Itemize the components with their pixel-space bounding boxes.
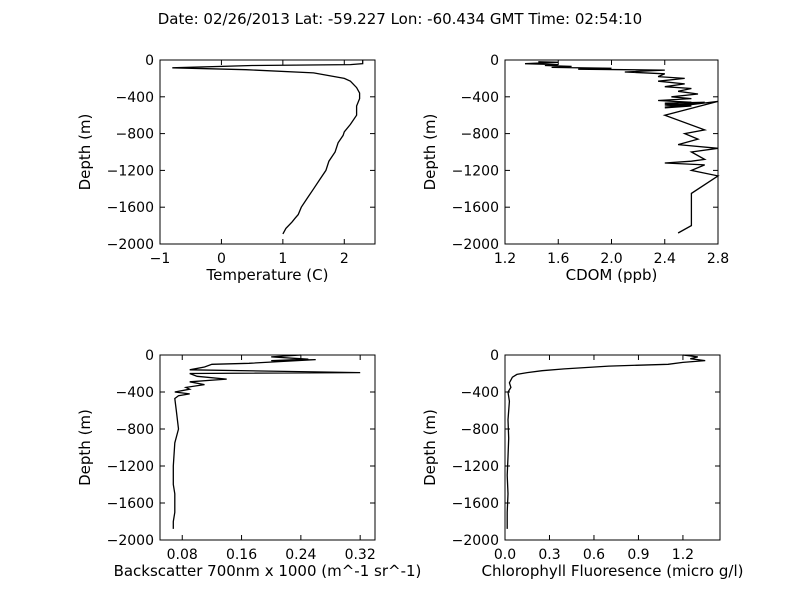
x-tick-label: 0.3: [538, 547, 560, 563]
x-tick-label: 2: [340, 251, 349, 267]
x-tick-label: 1: [278, 251, 287, 267]
x-tick-label: 0: [217, 251, 226, 267]
y-tick-label: −2000: [107, 533, 154, 549]
panels: −1 0 1 2 0 −400 −800 −1200 −1600 −2000 Temperature…: [76, 53, 743, 580]
y-tick-label: −400: [461, 385, 499, 401]
x-axis-label: Temperature (C): [206, 266, 329, 284]
y-tick-label: −800: [116, 422, 154, 438]
x-tick-label: 0.32: [345, 547, 376, 563]
x-tick-label: 0.24: [285, 547, 316, 563]
y-tick-label: −400: [116, 90, 154, 106]
x-tick-label: 2.4: [654, 251, 676, 267]
axes-frame: [159, 354, 376, 541]
y-axis-label: Depth (m): [421, 409, 439, 486]
x-tick-label: 1.2: [672, 547, 694, 563]
y-tick-label: −800: [461, 127, 499, 143]
y-axis-label: Depth (m): [76, 409, 94, 486]
x-axis-label: Chlorophyll Fluoresence (micro g/l): [482, 562, 744, 580]
y-tick-label: −1200: [452, 163, 499, 179]
axes-frame: [504, 354, 721, 541]
x-tick-label: 0.9: [627, 547, 649, 563]
y-tick-label: −400: [116, 385, 154, 401]
y-tick-label: −800: [116, 127, 154, 143]
x-tick-label: 1.6: [547, 251, 569, 267]
x-tick-label: 0.16: [226, 547, 257, 563]
chart-panel-3: 0.08 0.16 0.24 0.32 0 −400 −800 −1200 −1600 −2000…: [76, 348, 421, 580]
y-tick-label: −1200: [107, 163, 154, 179]
y-tick-label: −2000: [452, 237, 499, 253]
x-tick-label: 0.6: [583, 547, 605, 563]
y-tick-label: −1200: [452, 459, 499, 475]
axes-frame: [159, 59, 376, 245]
x-axis-label: CDOM (ppb): [566, 266, 658, 284]
y-tick-label: −2000: [107, 237, 154, 253]
y-tick-label: −800: [461, 422, 499, 438]
series-line: [524, 61, 720, 234]
y-tick-label: −1600: [107, 200, 154, 216]
x-tick-label: −1: [150, 251, 171, 267]
chart-panel-2: 1.2 1.6 2.0 2.4 2.8 0 −400 −800 −1200 −1600 −2000 C…: [421, 53, 729, 284]
series-line: [172, 354, 361, 529]
x-tick-label: 2.0: [600, 251, 622, 267]
y-tick-label: −2000: [452, 533, 499, 549]
y-tick-label: −1600: [107, 496, 154, 512]
x-tick-label: 0.0: [494, 547, 516, 563]
x-axis-label: Backscatter 700nm x 1000 (m^-1 sr^-1): [114, 562, 422, 580]
y-tick-label: −1600: [452, 496, 499, 512]
chart-panel-1: −1 0 1 2 0 −400 −800 −1200 −1600 −2000 Temperature…: [76, 53, 376, 284]
y-axis-label: Depth (m): [76, 114, 94, 191]
y-tick-label: −1200: [107, 459, 154, 475]
x-tick-label: 2.8: [707, 251, 729, 267]
y-tick-label: −1600: [452, 200, 499, 216]
x-tick-label: 1.2: [494, 251, 516, 267]
x-tick-label: 0.08: [167, 547, 198, 563]
y-tick-label: −400: [461, 90, 499, 106]
y-tick-label: 0: [145, 348, 154, 364]
y-axis-label: Depth (m): [421, 114, 439, 191]
series-line: [506, 354, 706, 529]
y-tick-label: 0: [490, 348, 499, 364]
y-tick-label: 0: [490, 53, 499, 69]
series-line: [172, 60, 364, 235]
figure-title: Date: 02/26/2013 Lat: -59.227 Lon: -60.4…: [158, 10, 642, 28]
chart-panel-4: 0.0 0.3 0.6 0.9 1.2 0 −400 −800 −1200 −1600 −2000 C…: [421, 348, 743, 580]
y-tick-label: 0: [145, 53, 154, 69]
